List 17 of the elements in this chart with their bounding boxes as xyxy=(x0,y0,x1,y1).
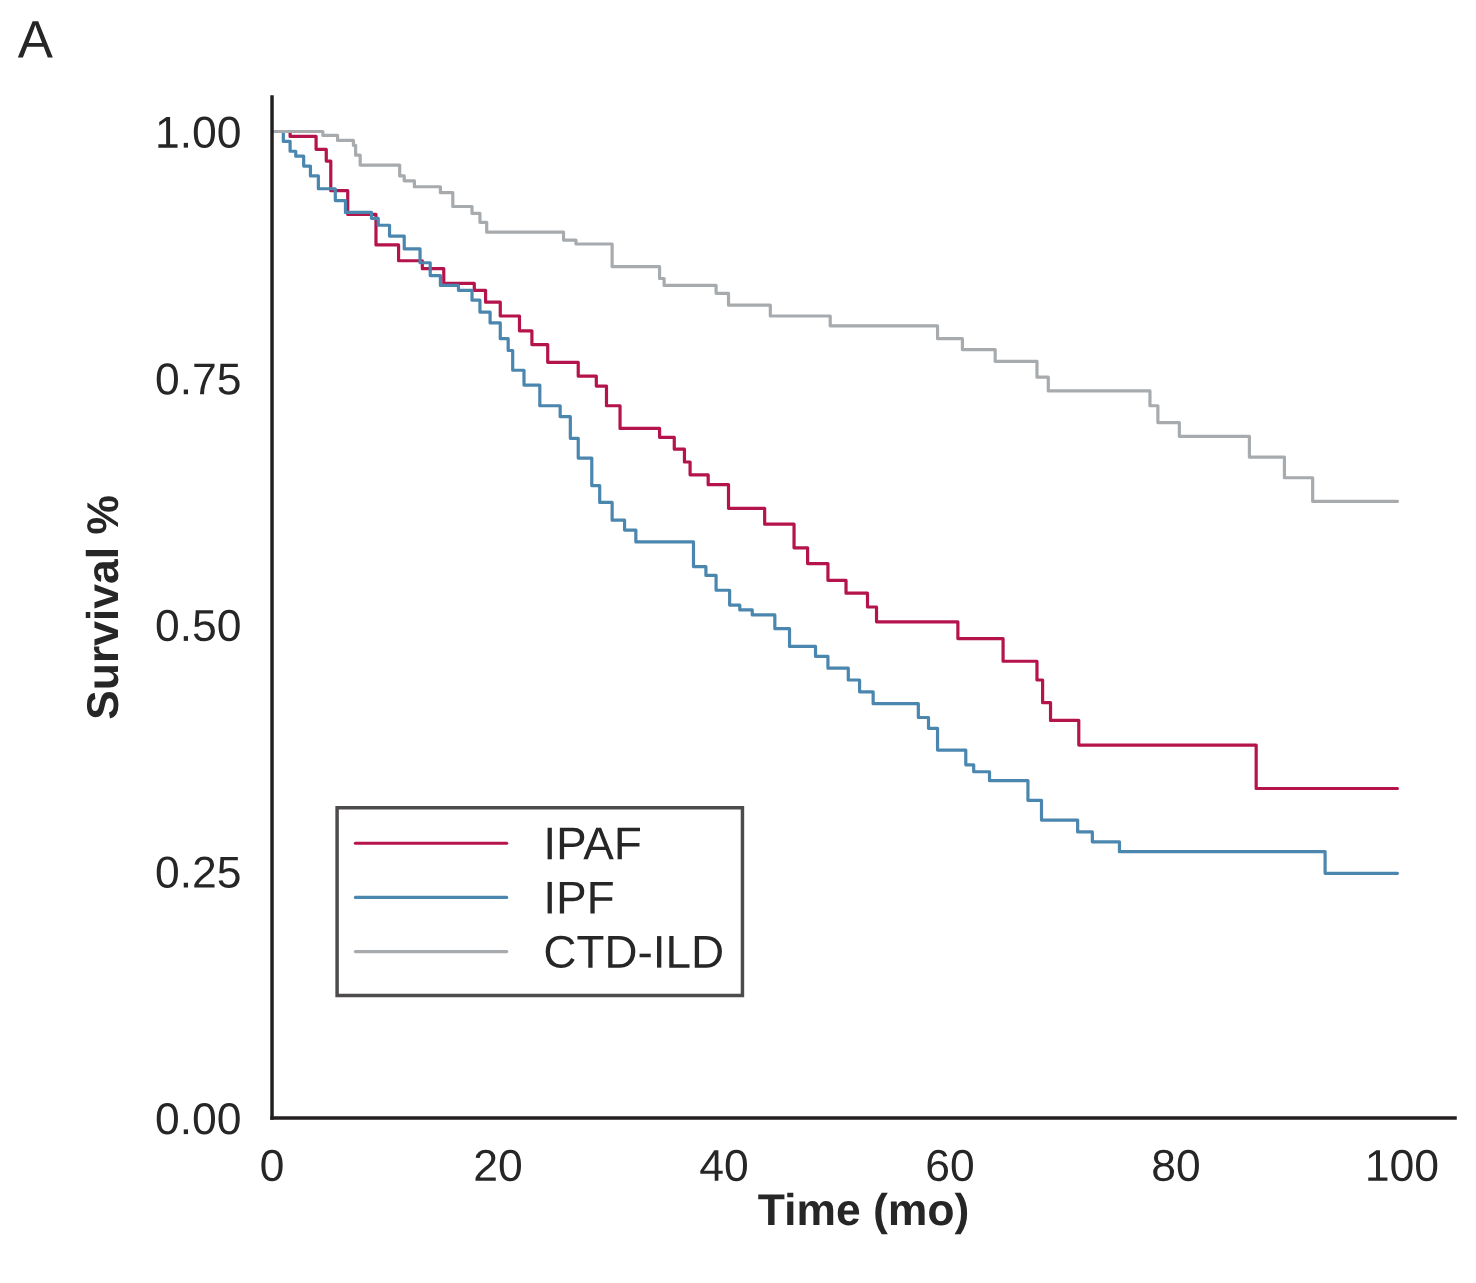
x-tick-label: 0 xyxy=(261,1149,283,1182)
chart-title: A xyxy=(17,21,53,58)
y-tick-label: 0.50 xyxy=(156,609,240,642)
legend-label: CTD-ILD xyxy=(545,935,722,969)
legend-label: IPAF xyxy=(547,827,640,860)
y-tick-label: 0.75 xyxy=(156,363,240,395)
x-tick-label: 40 xyxy=(700,1149,747,1182)
y-axis-title: Survival % xyxy=(85,496,119,719)
y-tick-label: 0.00 xyxy=(156,1103,240,1135)
x-tick-label: 20 xyxy=(475,1149,521,1182)
x-tick-label: 80 xyxy=(1153,1149,1199,1182)
y-tick-label: 0.25 xyxy=(156,856,240,888)
x-axis-title: Time (mo) xyxy=(758,1192,968,1235)
x-tick-label: 60 xyxy=(927,1149,973,1182)
legend-label: IPF xyxy=(547,881,613,914)
x-tick-label: 100 xyxy=(1368,1149,1438,1182)
y-tick-label: 1.00 xyxy=(158,116,240,149)
